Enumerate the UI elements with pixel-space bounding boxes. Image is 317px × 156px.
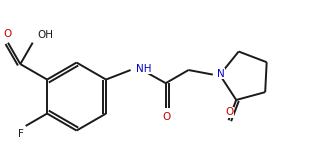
Text: NH: NH <box>136 64 152 74</box>
Text: O: O <box>3 29 11 39</box>
Text: OH: OH <box>37 30 53 40</box>
Text: O: O <box>162 112 170 122</box>
Text: F: F <box>18 129 24 139</box>
Text: O: O <box>225 107 233 117</box>
Text: N: N <box>217 69 225 79</box>
